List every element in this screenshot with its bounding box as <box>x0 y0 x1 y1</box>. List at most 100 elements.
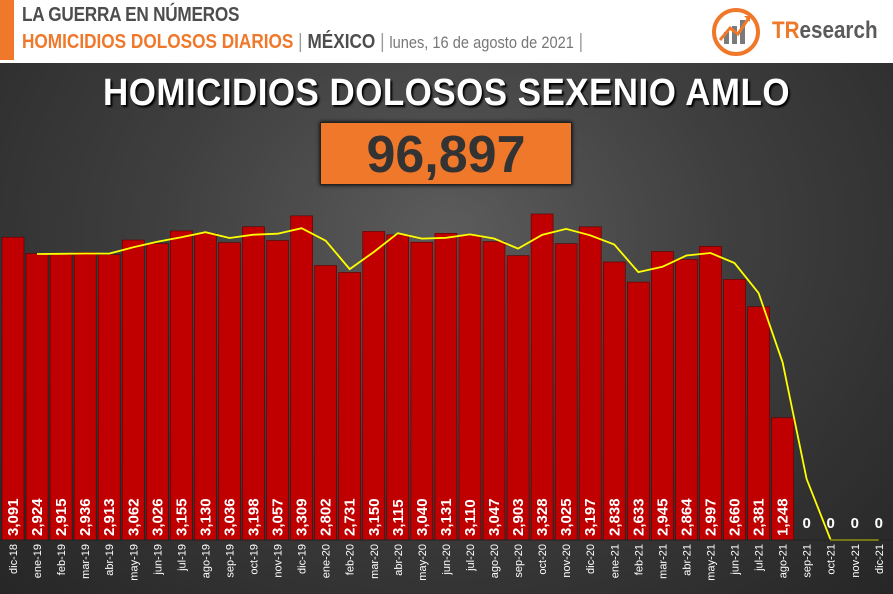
x-tick-label: jul-21 <box>754 544 766 572</box>
bar-value-label: 1,248 <box>775 498 792 536</box>
x-tick-label: feb-20 <box>345 544 357 575</box>
x-tick-label: ene-20 <box>321 544 333 578</box>
report-header: LA GUERRA EN NÚMEROS HOMICIDIOS DOLOSOS … <box>0 0 893 60</box>
bar-value-label: 0 <box>851 515 859 532</box>
tresearch-logo-icon <box>712 8 760 56</box>
header-country: MÉXICO <box>307 31 376 53</box>
x-tick-label: jul-19 <box>176 544 188 572</box>
x-tick-label: jun-19 <box>152 544 164 576</box>
bar-value-label: 3,026 <box>149 498 166 536</box>
bar-ago-19 <box>194 233 217 541</box>
x-tick-label: mar-20 <box>369 544 381 579</box>
header-separator: | <box>298 31 303 53</box>
bar-ago-20 <box>482 241 506 541</box>
x-tick-label: mar-21 <box>657 544 669 579</box>
x-tick-label: jun-20 <box>441 544 453 576</box>
x-tick-label: ago-19 <box>200 544 212 578</box>
bar-may-21 <box>699 246 722 541</box>
bar-value-label: 3,057 <box>270 498 287 536</box>
bar-value-label: 2,633 <box>630 498 647 536</box>
bar-value-label: 2,915 <box>53 498 70 536</box>
x-tick-label: nov-21 <box>850 544 862 578</box>
bar-value-label: 3,197 <box>582 498 599 536</box>
bar-value-label: 3,328 <box>534 498 551 536</box>
x-tick-label: feb-21 <box>633 544 645 575</box>
bar-value-label: 2,913 <box>101 498 118 536</box>
x-tick-label: dic-19 <box>297 544 309 574</box>
bar-value-label: 0 <box>875 515 883 532</box>
x-tick-label: oct-21 <box>826 544 838 575</box>
x-tick-label: dic-18 <box>8 544 20 574</box>
bar-jul-20 <box>458 235 482 541</box>
x-tick-label: may-21 <box>705 544 717 581</box>
x-tick-label: may-19 <box>128 544 140 581</box>
bar-value-label: 3,130 <box>197 498 214 536</box>
x-tick-label: oct-19 <box>249 544 261 575</box>
bar-dic-20 <box>578 226 602 541</box>
bar-value-label: 2,945 <box>654 498 671 536</box>
bar-abr-19 <box>97 254 121 541</box>
bar-value-label: 2,660 <box>727 498 744 536</box>
x-tick-label: oct-20 <box>537 544 549 575</box>
bar-jun-20 <box>434 232 458 541</box>
bar-mar-21 <box>651 251 674 541</box>
bar-value-label: 2,997 <box>702 498 719 536</box>
bar-value-label: 3,150 <box>366 498 383 536</box>
x-tick-label: ene-19 <box>32 544 44 578</box>
bar-dic-18 <box>1 236 25 541</box>
bar-ene-19 <box>25 253 49 541</box>
header-date: lunes, 16 de agosto de 2021 <box>389 33 574 52</box>
bar-value-label: 0 <box>802 515 810 532</box>
header-separator: | <box>380 31 385 53</box>
bar-abr-21 <box>675 259 698 541</box>
bar-value-label: 2,864 <box>678 498 695 536</box>
x-tick-label: nov-19 <box>273 544 285 578</box>
logo-wordmark: TResearch <box>772 17 878 45</box>
bar-value-label: 2,731 <box>342 498 359 536</box>
bar-value-label: 2,903 <box>510 498 527 536</box>
total-counter-value: 96,897 <box>366 126 526 184</box>
bar-value-label: 3,198 <box>246 498 263 536</box>
bar-jul-19 <box>170 230 193 541</box>
bar-mar-20 <box>362 231 386 541</box>
x-tick-label: sep-20 <box>513 544 525 578</box>
header-subtitle-row: HOMICIDIOS DOLOSOS DIARIOS | MÉXICO | lu… <box>22 31 583 54</box>
bar-value-label: 2,936 <box>77 498 94 536</box>
header-separator: | <box>578 31 584 53</box>
logo-wordmark-tr: TR <box>772 17 800 44</box>
bar-value-label: 3,047 <box>486 498 503 536</box>
header-series-title: LA GUERRA EN NÚMEROS <box>22 4 240 26</box>
bar-value-label: 3,110 <box>462 499 479 536</box>
bar-jun-19 <box>146 243 169 541</box>
bar-value-label: 3,155 <box>173 498 190 536</box>
bar-sep-19 <box>218 242 241 541</box>
header-accent-bar <box>0 0 14 60</box>
x-tick-label: abr-21 <box>681 544 693 576</box>
bar-value-label: 2,802 <box>318 498 335 536</box>
x-tick-label: ene-21 <box>609 544 621 578</box>
x-tick-label: jun-21 <box>730 544 742 576</box>
x-tick-label: dic-20 <box>585 544 597 574</box>
total-counter-box: 96,897 <box>320 122 572 185</box>
x-tick-label: ago-21 <box>778 544 790 578</box>
header-subtitle: HOMICIDIOS DOLOSOS DIARIOS <box>22 31 294 53</box>
bar-abr-20 <box>386 234 410 541</box>
bar-value-label: 2,838 <box>606 498 623 536</box>
bar-nov-20 <box>554 243 578 541</box>
bar-value-label: 3,115 <box>390 499 407 536</box>
bar-nov-19 <box>266 240 289 541</box>
bar-may-19 <box>121 239 145 541</box>
trend-line <box>36 227 879 541</box>
bar-value-label: 3,036 <box>221 498 238 536</box>
x-tick-label: may-20 <box>417 544 429 581</box>
bar-feb-19 <box>49 254 73 541</box>
bar-value-label: 3,040 <box>414 498 431 536</box>
bar-value-label: 3,025 <box>558 498 575 536</box>
bar-value-label: 2,381 <box>751 498 768 536</box>
x-tick-label: abr-20 <box>393 544 405 576</box>
bar-may-20 <box>410 241 434 541</box>
x-tick-label: dic-21 <box>874 544 886 574</box>
bar-value-label: 3,062 <box>125 498 142 536</box>
x-tick-label: nov-20 <box>561 544 573 578</box>
